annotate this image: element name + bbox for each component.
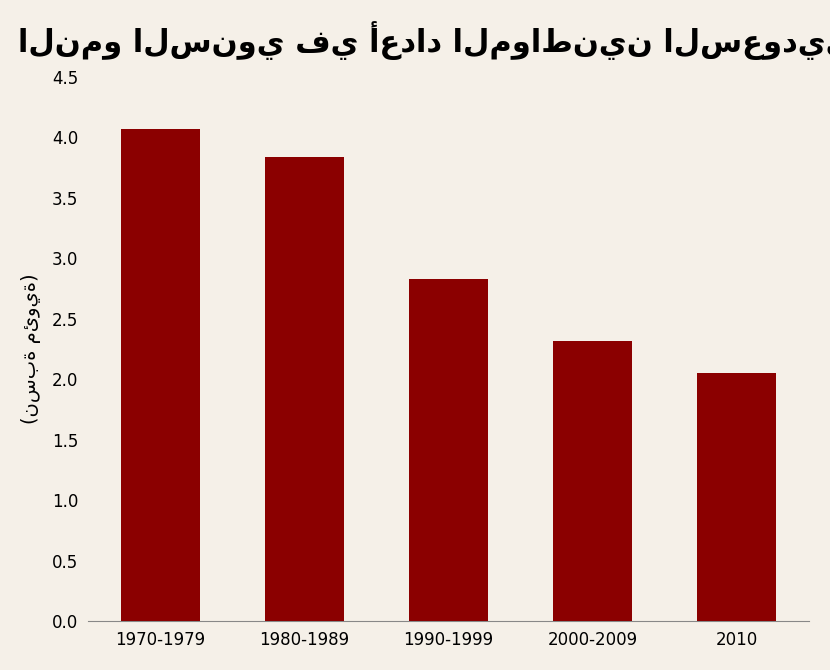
Bar <box>697 373 776 622</box>
Y-axis label: (نسبة مئوية): (نسبة مئوية) <box>21 274 41 424</box>
Bar <box>553 340 632 622</box>
Bar <box>265 157 344 622</box>
Title: النمو السنوي في أعداد المواطنين السعوديين: النمو السنوي في أعداد المواطنين السعوديي… <box>18 21 830 60</box>
Bar <box>409 279 488 622</box>
Bar <box>121 129 200 622</box>
